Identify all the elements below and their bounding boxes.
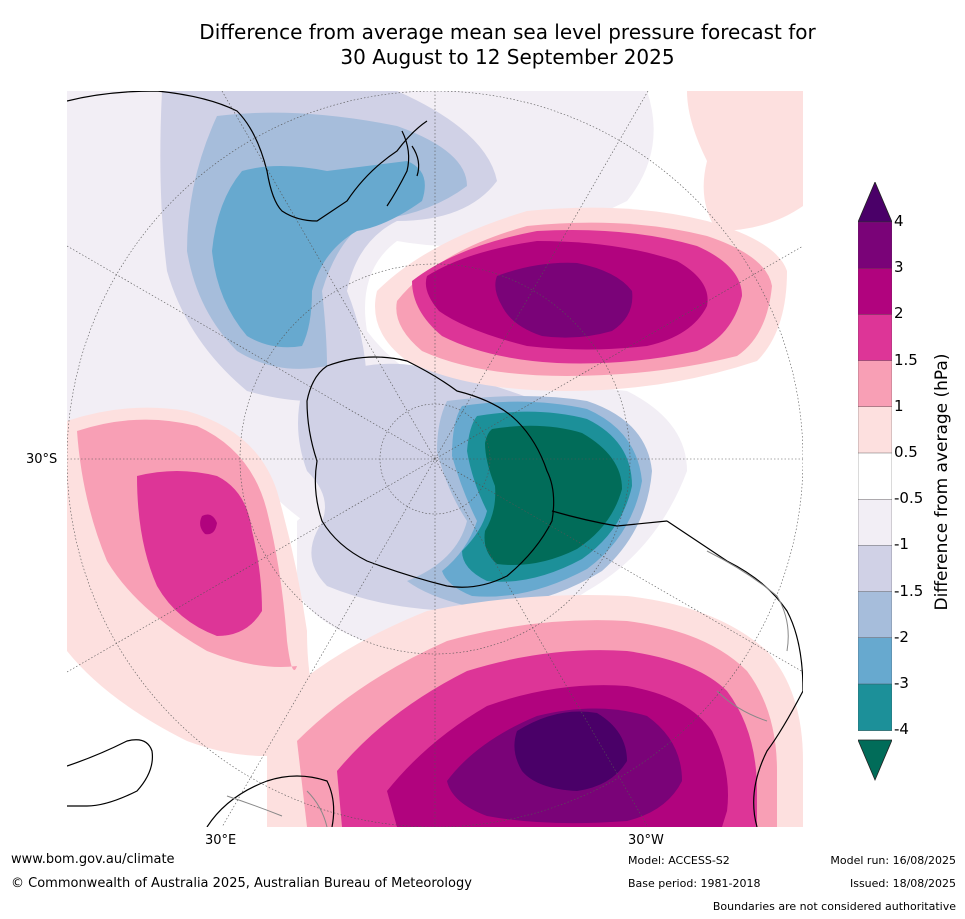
country-borders <box>226 550 789 827</box>
title-line-1: Difference from average mean sea level p… <box>199 20 816 44</box>
coastlines <box>67 91 803 827</box>
colorbar <box>857 180 893 782</box>
coastline-south-america <box>666 520 803 827</box>
anomaly-region-pos05-northeast <box>687 91 803 231</box>
anomaly-region-pos15-indian <box>137 471 262 636</box>
colorbar-segment--4_-3 <box>857 683 893 731</box>
map-title: Difference from average mean sea level p… <box>100 20 915 70</box>
anomaly-region-pos2-indian <box>200 514 217 535</box>
footer-url[interactable]: www.bom.gov.au/climate <box>11 852 175 867</box>
colorbar-segment--1_-0.5 <box>857 499 893 547</box>
footer-model: Model: ACCESS-S2 <box>628 854 730 867</box>
footer-issued: Issued: 18/08/2025 <box>849 877 956 890</box>
footer-base-period: Base period: 1981-2018 <box>628 877 761 890</box>
colorbar-tick-label: -2 <box>894 627 909 646</box>
colorbar-segments <box>857 221 893 731</box>
colorbar-tick-label: 2 <box>894 304 904 323</box>
footer-copyright: © Commonwealth of Australia 2025, Austra… <box>11 876 472 891</box>
border-south-america <box>706 550 789 722</box>
anomaly-region-neg2-australia <box>212 161 425 348</box>
colorbar-segment-1.5_2 <box>857 314 893 362</box>
colorbar-segment-3_4 <box>857 221 893 269</box>
colorbar-segment--1.5_-1 <box>857 545 893 593</box>
footer-model-run: Model run: 16/08/2025 <box>830 854 956 867</box>
colorbar-tick-label: 1.5 <box>894 350 918 369</box>
colorbar-segment--3_-2 <box>857 637 893 685</box>
title-line-2: 30 August to 12 September 2025 <box>340 45 675 69</box>
lat-label-30s: 30°S <box>26 452 58 467</box>
footer-disclaimer: Boundaries are not considered authoritat… <box>712 900 956 913</box>
colorbar-segment-2_3 <box>857 267 893 316</box>
graticule <box>67 91 803 827</box>
lon-label-30e: 30°E <box>205 833 237 848</box>
graticule-circle-2 <box>239 263 631 655</box>
colorbar-svg <box>857 180 893 782</box>
colorbar-tick-label: -4 <box>894 720 909 739</box>
colorbar-tick-label: 3 <box>894 258 904 277</box>
coastline-new-zealand <box>386 130 420 207</box>
colorbar-segment-1_1.5 <box>857 360 893 408</box>
colorbar-over-triangle <box>857 180 893 223</box>
colorbar-tick-label: -1 <box>894 535 909 554</box>
lon-label-30w: 30°W <box>628 833 664 848</box>
pressure-anomaly-map <box>67 91 803 827</box>
colorbar-segment-0.5_1 <box>857 406 893 454</box>
colorbar-segment--0.5_0.5 <box>857 452 893 500</box>
colorbar-tick-label: 0.5 <box>894 443 918 461</box>
colorbar-tick-label: -1.5 <box>894 581 924 600</box>
coastline-antarctica <box>306 356 555 588</box>
anomaly-region-pos4-atlantic <box>514 711 627 791</box>
colorbar-tick-label: 4 <box>894 212 904 230</box>
anomaly-region-pos3-pacific <box>495 262 633 338</box>
colorbar-title: Difference from average (hPa) <box>932 353 952 611</box>
colorbar-tick-label: -0.5 <box>894 489 924 508</box>
map-svg <box>67 91 803 827</box>
colorbar-under-triangle <box>857 739 893 782</box>
coastline-australia <box>67 91 428 222</box>
coastline-africa <box>67 739 335 827</box>
colorbar-tick-label: -3 <box>894 674 909 692</box>
coastline-antarctic-peninsula <box>551 510 668 527</box>
border-africa <box>226 790 328 827</box>
colorbar-tick-label: 1 <box>894 396 904 415</box>
colorbar-segment--2_-1.5 <box>857 591 893 639</box>
